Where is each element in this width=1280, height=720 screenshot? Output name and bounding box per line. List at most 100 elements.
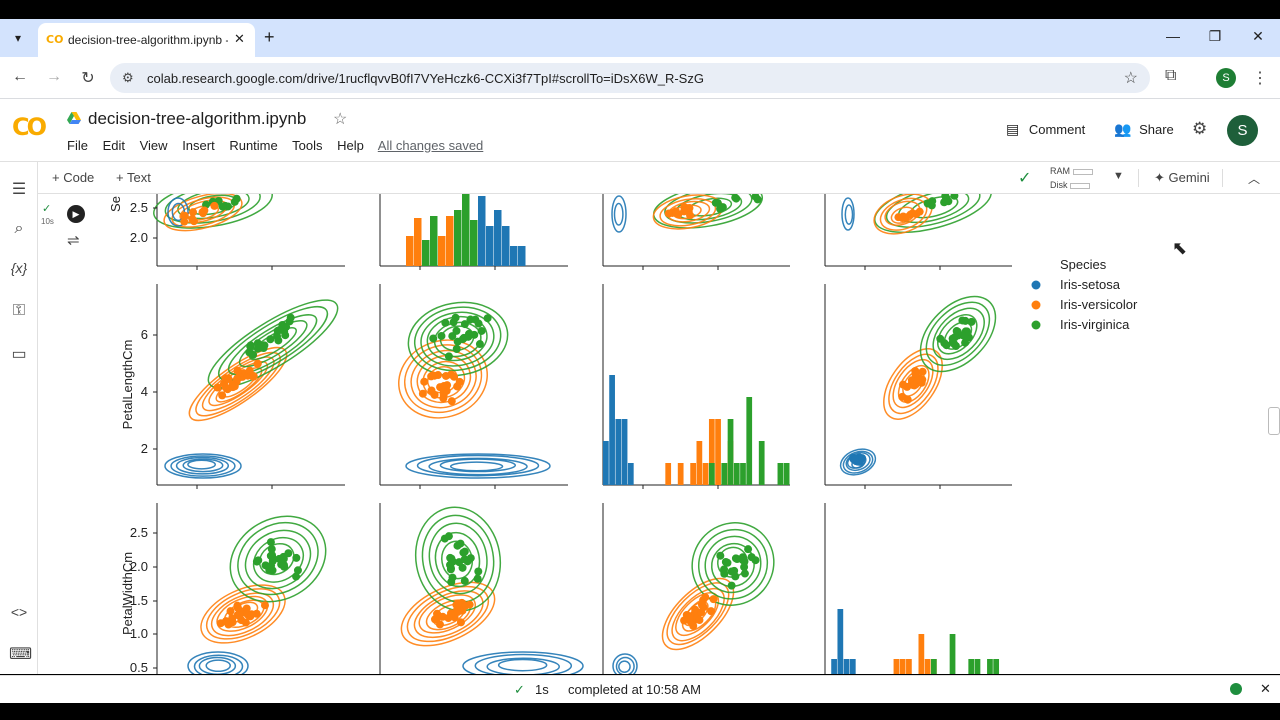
tab-close-icon[interactable]: ✕: [234, 31, 245, 46]
output-options-icon[interactable]: ⇌: [67, 232, 80, 249]
virginica-point: [460, 576, 469, 585]
setosa-contour: [198, 656, 237, 674]
pairplot-figure: 2.5 2.0 Se 6 4 2 PetalLengthCm 2.5 2.0 1.5 1.0 0.5 P…: [108, 194, 1187, 674]
reload-icon[interactable]: ↻: [81, 70, 95, 87]
menu-file[interactable]: File: [67, 138, 88, 153]
virginica-point: [266, 538, 275, 547]
y-tick-label: 0.5: [130, 660, 148, 674]
histogram-bar: [627, 463, 634, 485]
subplot-1-3: [824, 284, 1012, 489]
search-icon[interactable]: ⌕: [14, 220, 24, 237]
virginica-contour: [238, 320, 308, 368]
y-tick-label: 2: [141, 441, 148, 456]
versicolor-point: [911, 369, 920, 378]
gemini-button[interactable]: ✦ Gemini: [1154, 170, 1210, 185]
browser-tab-strip: ▾ CO decision-tree-algorithm.ipynb - ✕ +…: [0, 19, 1280, 57]
url-text[interactable]: colab.research.google.com/drive/1rucflqv…: [147, 71, 704, 86]
tab-search-chevron-icon[interactable]: ▾: [14, 31, 22, 45]
share-label: Share: [1139, 122, 1174, 137]
google-drive-icon[interactable]: [67, 112, 81, 124]
virginica-point: [452, 345, 461, 354]
bookmark-star-icon[interactable]: ☆: [1123, 70, 1138, 87]
table-of-contents-icon[interactable]: ☰: [11, 181, 27, 198]
code-snippets-icon[interactable]: <>: [10, 604, 28, 620]
omnibox[interactable]: ⚙ colab.research.google.com/drive/1rucfl…: [110, 63, 1150, 93]
back-icon[interactable]: ←: [12, 68, 28, 85]
files-folder-icon[interactable]: ▭: [11, 346, 27, 363]
gemini-label: Gemini: [1168, 170, 1210, 185]
minimize-icon[interactable]: —: [1166, 28, 1180, 44]
virginica-point: [286, 313, 295, 322]
menu-tools[interactable]: Tools: [292, 138, 323, 153]
setosa-contour: [170, 455, 236, 477]
extensions-icon[interactable]: ⧉: [1165, 67, 1177, 84]
menu-runtime[interactable]: Runtime: [229, 138, 278, 153]
virginica-contour: [229, 515, 327, 603]
legend-marker-versicolor: [1031, 300, 1041, 310]
scrollbar-thumb[interactable]: [1268, 407, 1280, 435]
secrets-key-icon[interactable]: ⚿: [12, 302, 26, 319]
setosa-contour: [497, 658, 548, 672]
new-tab-icon[interactable]: +: [264, 27, 275, 47]
histogram-bar: [968, 659, 975, 674]
add-text-button[interactable]: + Text: [116, 170, 151, 185]
versicolor-contour: [883, 348, 943, 420]
share-button[interactable]: 👥 Share: [1114, 121, 1174, 138]
histogram-bar: [609, 375, 615, 485]
setosa-contour: [182, 458, 224, 473]
comment-button[interactable]: ▤ Comment: [1006, 121, 1085, 138]
menu-help[interactable]: Help: [337, 138, 364, 153]
virginica-contour: [207, 299, 339, 389]
versicolor-contour: [404, 344, 483, 414]
setosa-contour: [164, 453, 242, 479]
setosa-contour: [187, 651, 249, 674]
histogram-bar: [758, 441, 765, 485]
virginica-point: [268, 553, 277, 562]
settings-gear-icon[interactable]: ⚙: [1192, 119, 1208, 138]
versicolor-point: [432, 614, 441, 623]
versicolor-contour: [410, 349, 477, 409]
versicolor-point: [438, 612, 447, 621]
versicolor-point: [709, 595, 718, 604]
virginica-point: [474, 319, 483, 328]
versicolor-point: [910, 381, 919, 390]
histogram-bar: [777, 463, 784, 485]
menu-view[interactable]: View: [139, 138, 168, 153]
variables-icon[interactable]: {x}: [10, 260, 28, 276]
left-sidebar: ☰ ⌕ {x} ⚿ ▭ <> ⌨: [0, 162, 38, 674]
versicolor-contour: [210, 592, 275, 637]
run-cell-icon[interactable]: ▶: [67, 205, 85, 223]
window-close-icon[interactable]: ✕: [1252, 28, 1264, 44]
virginica-point: [256, 343, 265, 352]
histogram-bar: [849, 659, 856, 674]
terminal-icon[interactable]: ⌨: [9, 646, 33, 663]
virginica-point: [474, 567, 483, 576]
menu-edit[interactable]: Edit: [102, 138, 125, 153]
histogram-bar: [702, 463, 709, 485]
colab-logo[interactable]: CO: [12, 113, 47, 141]
notebook-title[interactable]: decision-tree-algorithm.ipynb: [88, 109, 307, 128]
restore-icon[interactable]: ❐: [1208, 28, 1222, 44]
browser-tab[interactable]: CO decision-tree-algorithm.ipynb - ✕: [38, 23, 255, 57]
virginica-point: [459, 548, 468, 557]
save-status-link[interactable]: All changes saved: [377, 138, 484, 153]
virginica-point: [948, 334, 957, 343]
runtime-dropdown-icon[interactable]: ▼: [1113, 170, 1124, 182]
account-avatar[interactable]: S: [1227, 115, 1258, 146]
menu-insert[interactable]: Insert: [182, 138, 215, 153]
collapse-chevron-up-icon[interactable]: ︿: [1248, 172, 1261, 186]
status-close-icon[interactable]: ✕: [1260, 681, 1271, 696]
virginica-point: [739, 555, 748, 564]
star-notebook-icon[interactable]: ☆: [333, 111, 348, 128]
profile-avatar[interactable]: S: [1216, 68, 1236, 88]
versicolor-point: [241, 618, 250, 627]
forward-icon[interactable]: →: [46, 68, 62, 85]
add-code-button[interactable]: + Code: [52, 170, 95, 185]
virginica-point: [460, 320, 469, 329]
y-tick-label: 4: [141, 384, 148, 399]
site-info-icon[interactable]: ⚙: [122, 70, 134, 85]
virginica-point: [452, 326, 461, 335]
chart-legend: Species Iris-setosa Iris-versicolor Iris…: [1031, 257, 1138, 332]
resources-indicator[interactable]: RAM Disk: [1050, 164, 1093, 192]
browser-menu-icon[interactable]: ⋮: [1252, 70, 1268, 87]
